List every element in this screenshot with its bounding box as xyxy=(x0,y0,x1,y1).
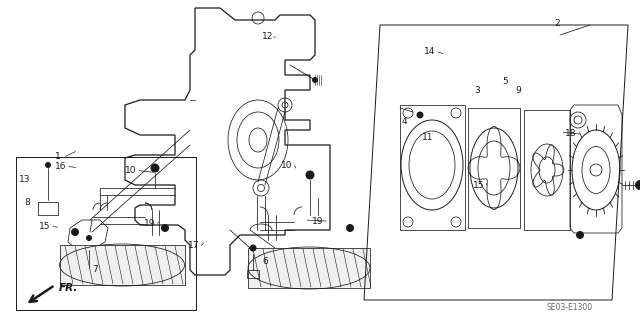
Circle shape xyxy=(161,224,169,232)
Text: 11: 11 xyxy=(422,133,433,142)
Text: 19: 19 xyxy=(144,219,156,228)
Text: 17: 17 xyxy=(188,241,199,250)
Text: 3: 3 xyxy=(474,86,479,95)
Text: 10: 10 xyxy=(281,161,292,170)
Circle shape xyxy=(250,244,257,251)
Circle shape xyxy=(346,224,354,232)
Circle shape xyxy=(417,112,424,118)
Text: 7: 7 xyxy=(92,265,97,274)
Text: 8: 8 xyxy=(24,198,29,207)
Circle shape xyxy=(86,235,92,241)
Text: 16: 16 xyxy=(55,162,67,171)
Text: 13: 13 xyxy=(19,175,30,184)
Text: 15: 15 xyxy=(473,181,484,189)
Text: 1: 1 xyxy=(55,152,60,161)
Text: 2: 2 xyxy=(554,19,559,28)
Text: FR.: FR. xyxy=(58,283,77,293)
Text: 18: 18 xyxy=(565,130,577,138)
Circle shape xyxy=(150,164,159,173)
Text: 4: 4 xyxy=(402,117,407,126)
Text: 6: 6 xyxy=(263,257,268,266)
Circle shape xyxy=(71,228,79,236)
Circle shape xyxy=(576,231,584,239)
Text: 14: 14 xyxy=(424,48,436,56)
Circle shape xyxy=(635,180,640,190)
Text: SE03-E1300: SE03-E1300 xyxy=(547,303,593,313)
Circle shape xyxy=(86,253,92,257)
Circle shape xyxy=(305,170,314,180)
Text: 15: 15 xyxy=(39,222,51,231)
Text: 19: 19 xyxy=(312,217,324,226)
Text: 5: 5 xyxy=(503,77,508,86)
Text: 12: 12 xyxy=(262,32,273,41)
Polygon shape xyxy=(248,248,370,288)
Circle shape xyxy=(45,162,51,168)
Circle shape xyxy=(312,77,318,83)
Polygon shape xyxy=(60,245,185,285)
Text: 9: 9 xyxy=(516,86,521,95)
Text: 10: 10 xyxy=(125,166,137,175)
